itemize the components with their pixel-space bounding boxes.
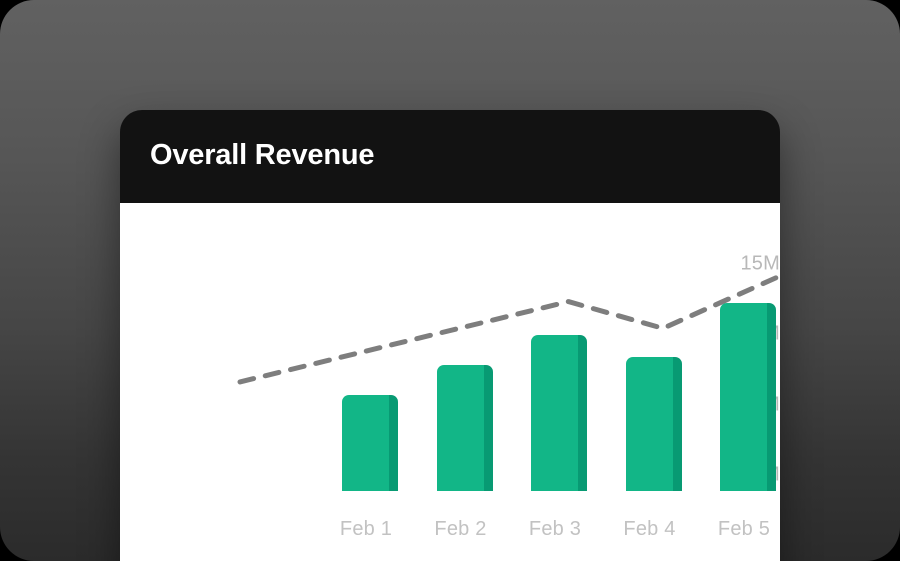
bar-feb-1[interactable] bbox=[342, 394, 398, 491]
x-axis-tick-0: Feb 1 bbox=[339, 518, 393, 540]
x-axis-tick-3: Feb 4 bbox=[623, 518, 676, 540]
revenue-card: Overall Revenue 0.0M0.5M1.0M15MFeb 1Feb … bbox=[120, 110, 780, 561]
card-header: Overall Revenue bbox=[120, 110, 780, 203]
bar-front-face bbox=[720, 302, 767, 491]
bar-feb-2[interactable] bbox=[436, 365, 493, 491]
x-axis-tick-4: Feb 5 bbox=[717, 518, 771, 540]
bar-side-face bbox=[483, 365, 493, 491]
x-axis-tick-2: Feb 3 bbox=[528, 518, 582, 540]
trend-dashed-line bbox=[237, 273, 780, 385]
bar-feb-4[interactable] bbox=[625, 356, 682, 491]
bar-side-face bbox=[767, 302, 776, 491]
bar-feb-5[interactable] bbox=[720, 302, 776, 491]
y-axis-tick-3: 15M bbox=[740, 252, 780, 274]
bar-front-face bbox=[625, 356, 673, 491]
bar-front-face bbox=[436, 365, 484, 491]
bar-feb-3[interactable] bbox=[531, 335, 587, 491]
bar-side-face bbox=[389, 394, 398, 491]
x-axis-tick-1: Feb 2 bbox=[434, 518, 487, 540]
bar-front-face bbox=[342, 394, 389, 491]
page-title: Overall Revenue bbox=[150, 139, 375, 171]
bar-front-face bbox=[531, 335, 578, 491]
trend-line-overlay bbox=[237, 273, 780, 385]
bar-side-face bbox=[578, 335, 587, 491]
bar-side-face bbox=[672, 356, 682, 491]
